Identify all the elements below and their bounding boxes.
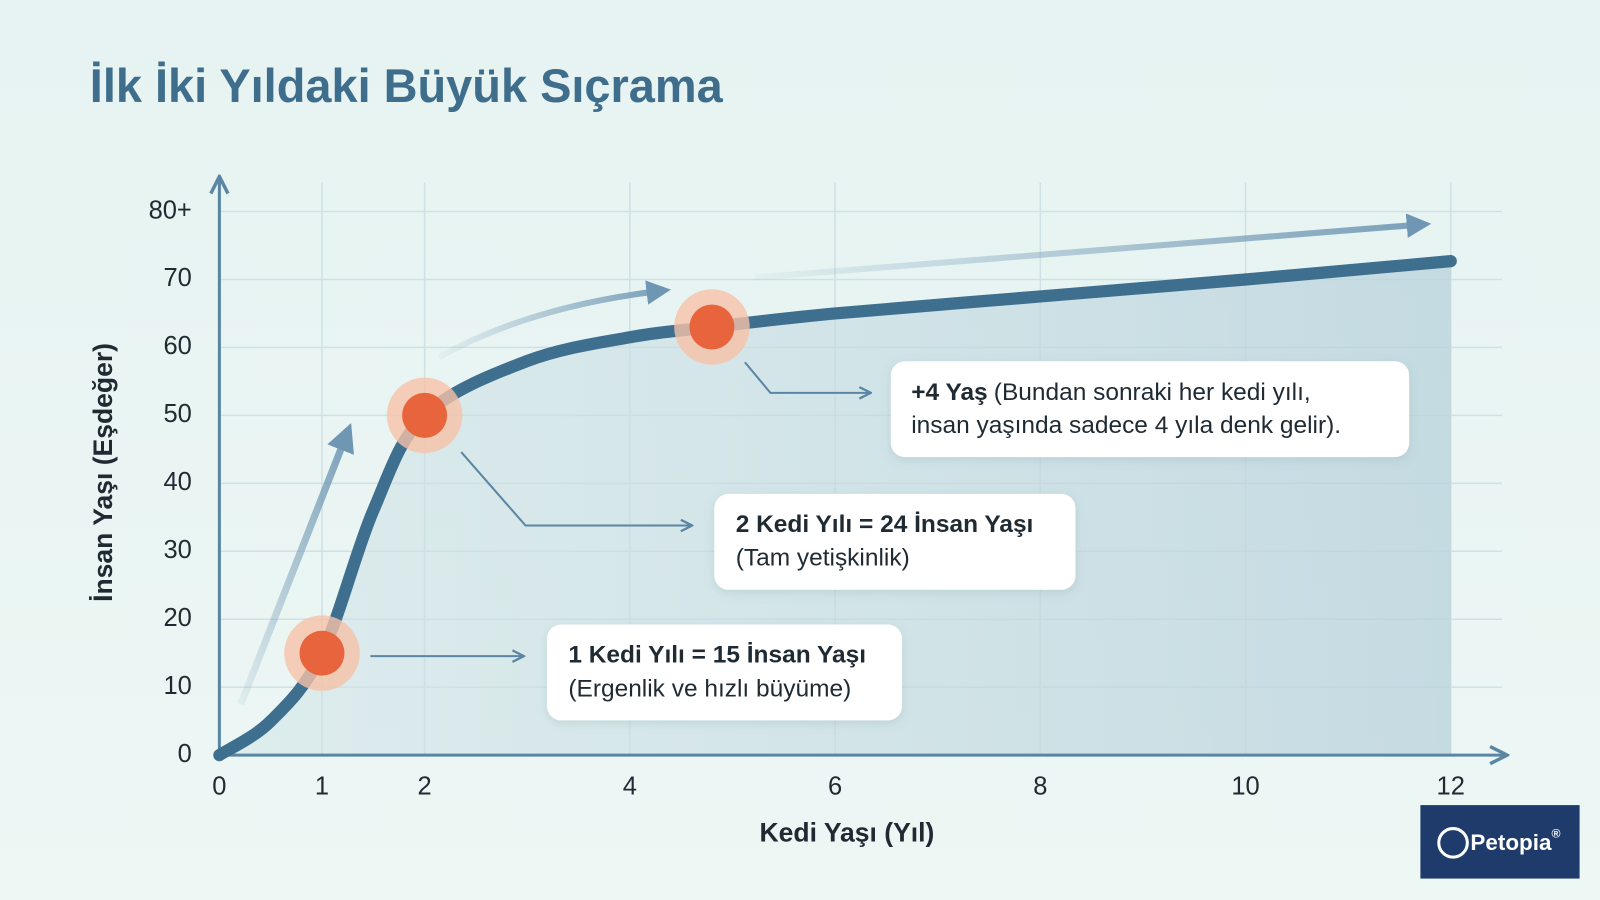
annotation-box [714, 493, 1076, 590]
decor-arrows [237, 213, 1432, 706]
y-tick-label: 80+ [149, 196, 192, 224]
annotation-title: +4 Yaş [911, 379, 987, 406]
y-axis-label: İnsan Yaşı (Eşdeğer) [88, 343, 118, 602]
y-tick-label: 70 [163, 264, 191, 292]
annotation-box [546, 624, 903, 721]
y-tick-label: 0 [178, 740, 192, 768]
annotation-title: 2 Kedi Yılı = 24 İnsan Yaşı [736, 511, 1034, 538]
x-tick-label: 4 [623, 772, 637, 800]
logo: Petopia® [1420, 805, 1580, 879]
marker [299, 630, 345, 676]
trend-arrow [237, 423, 354, 706]
annotation-box [890, 361, 1410, 458]
logo-mark: ® [1551, 827, 1560, 841]
x-tick-label: 8 [1033, 772, 1047, 800]
y-tick-label: 60 [163, 332, 191, 360]
annotation-line: (Bundan sonraki her kedi yılı, [994, 379, 1311, 406]
x-tick-label: 12 [1437, 772, 1465, 800]
marker [402, 392, 448, 438]
plot [213, 255, 1457, 762]
x-tick-label: 10 [1231, 772, 1259, 800]
y-tick-label: 50 [163, 400, 191, 428]
trend-arrow [437, 280, 671, 360]
connector [744, 361, 869, 393]
logo-icon [1437, 827, 1469, 859]
annotation-title: 1 Kedi Yılı = 15 İnsan Yaşı [568, 642, 866, 669]
x-tick-label: 0 [212, 772, 226, 800]
connector [460, 451, 691, 525]
chart-title: İlk İki Yıldaki Büyük Sıçrama [90, 60, 724, 112]
x-axis-label: Kedi Yaşı (Yıl) [759, 818, 934, 848]
logo-text: Petopia® [1470, 827, 1560, 855]
logo-name: Petopia [1470, 830, 1552, 855]
y-tick-label: 10 [163, 672, 191, 700]
logo-box [1420, 805, 1580, 879]
annotations: 1 Kedi Yılı = 15 İnsan Yaşı (Ergenlik ve … [546, 361, 1410, 721]
y-tick-label: 30 [163, 536, 191, 564]
annotation-line: (Tam yetişkinlik) [736, 545, 910, 572]
connectors [370, 361, 869, 656]
x-tick-label: 1 [315, 772, 329, 800]
marker [689, 304, 735, 350]
axes [219, 179, 1505, 756]
y-tick-label: 20 [163, 604, 191, 632]
x-tick-label: 6 [828, 772, 842, 800]
y-tick-label: 40 [163, 468, 191, 496]
x-tick-label: 2 [418, 772, 432, 800]
trend-arrow [754, 213, 1432, 281]
annotation-text: +4 Yaş (Bundan sonraki her kedi yılı, [911, 379, 1310, 406]
annotation-line: insan yaşında sadece 4 yıla denk gelir). [911, 412, 1341, 439]
annotation-line: (Ergenlik ve hızlı büyüme) [568, 675, 851, 702]
